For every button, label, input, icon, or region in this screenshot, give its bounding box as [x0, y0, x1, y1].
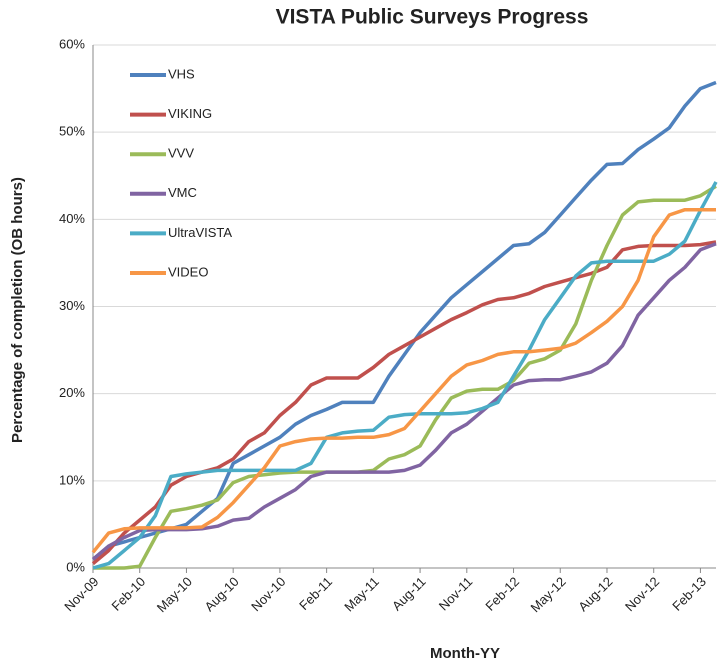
x-tick-label: Feb-12	[482, 574, 522, 614]
series-line	[91, 240, 717, 565]
y-tick-label: 30%	[59, 298, 85, 313]
chart-title: VISTA Public Surveys Progress	[276, 6, 589, 29]
y-axis-title: Percentage of completion (OB hours)	[9, 177, 26, 443]
x-axis-title: Month-YY	[430, 645, 500, 662]
x-tick-label: Aug-12	[575, 574, 615, 614]
series-line	[91, 80, 717, 561]
x-tick-label: Feb-10	[109, 574, 149, 614]
x-tick-label: Nov-12	[622, 574, 662, 614]
y-tick-label: 0%	[66, 559, 85, 574]
series-line	[93, 184, 717, 570]
x-tick-label: Feb-11	[296, 574, 335, 613]
legend-label: VIDEO	[168, 264, 208, 279]
x-tick-label: Nov-10	[248, 574, 288, 614]
x-tick-label: Aug-10	[201, 574, 241, 614]
x-tick-label: Nov-09	[61, 574, 101, 614]
series-line	[92, 181, 718, 570]
y-tick-label: 60%	[59, 36, 85, 51]
legend-label: VHS	[168, 66, 195, 81]
y-tick-label: 40%	[59, 211, 85, 226]
x-tick-label: May-12	[528, 574, 569, 615]
x-tick-label: Aug-11	[389, 574, 429, 614]
y-tick-label: 50%	[59, 124, 85, 139]
series-line	[91, 242, 717, 561]
x-tick-label: May-10	[154, 574, 195, 615]
series-line	[91, 207, 716, 554]
x-tick-label: May-11	[341, 574, 382, 615]
y-tick-label: 20%	[59, 385, 85, 400]
legend-label: VIKING	[168, 106, 212, 121]
y-tick-label: 10%	[59, 472, 85, 487]
legend-label: VMC	[168, 185, 197, 200]
legend-label: UltraVISTA	[168, 225, 232, 240]
x-tick-label: Nov-11	[436, 574, 476, 614]
x-tick-label: Feb-13	[669, 574, 709, 614]
legend-label: VVV	[168, 146, 194, 161]
